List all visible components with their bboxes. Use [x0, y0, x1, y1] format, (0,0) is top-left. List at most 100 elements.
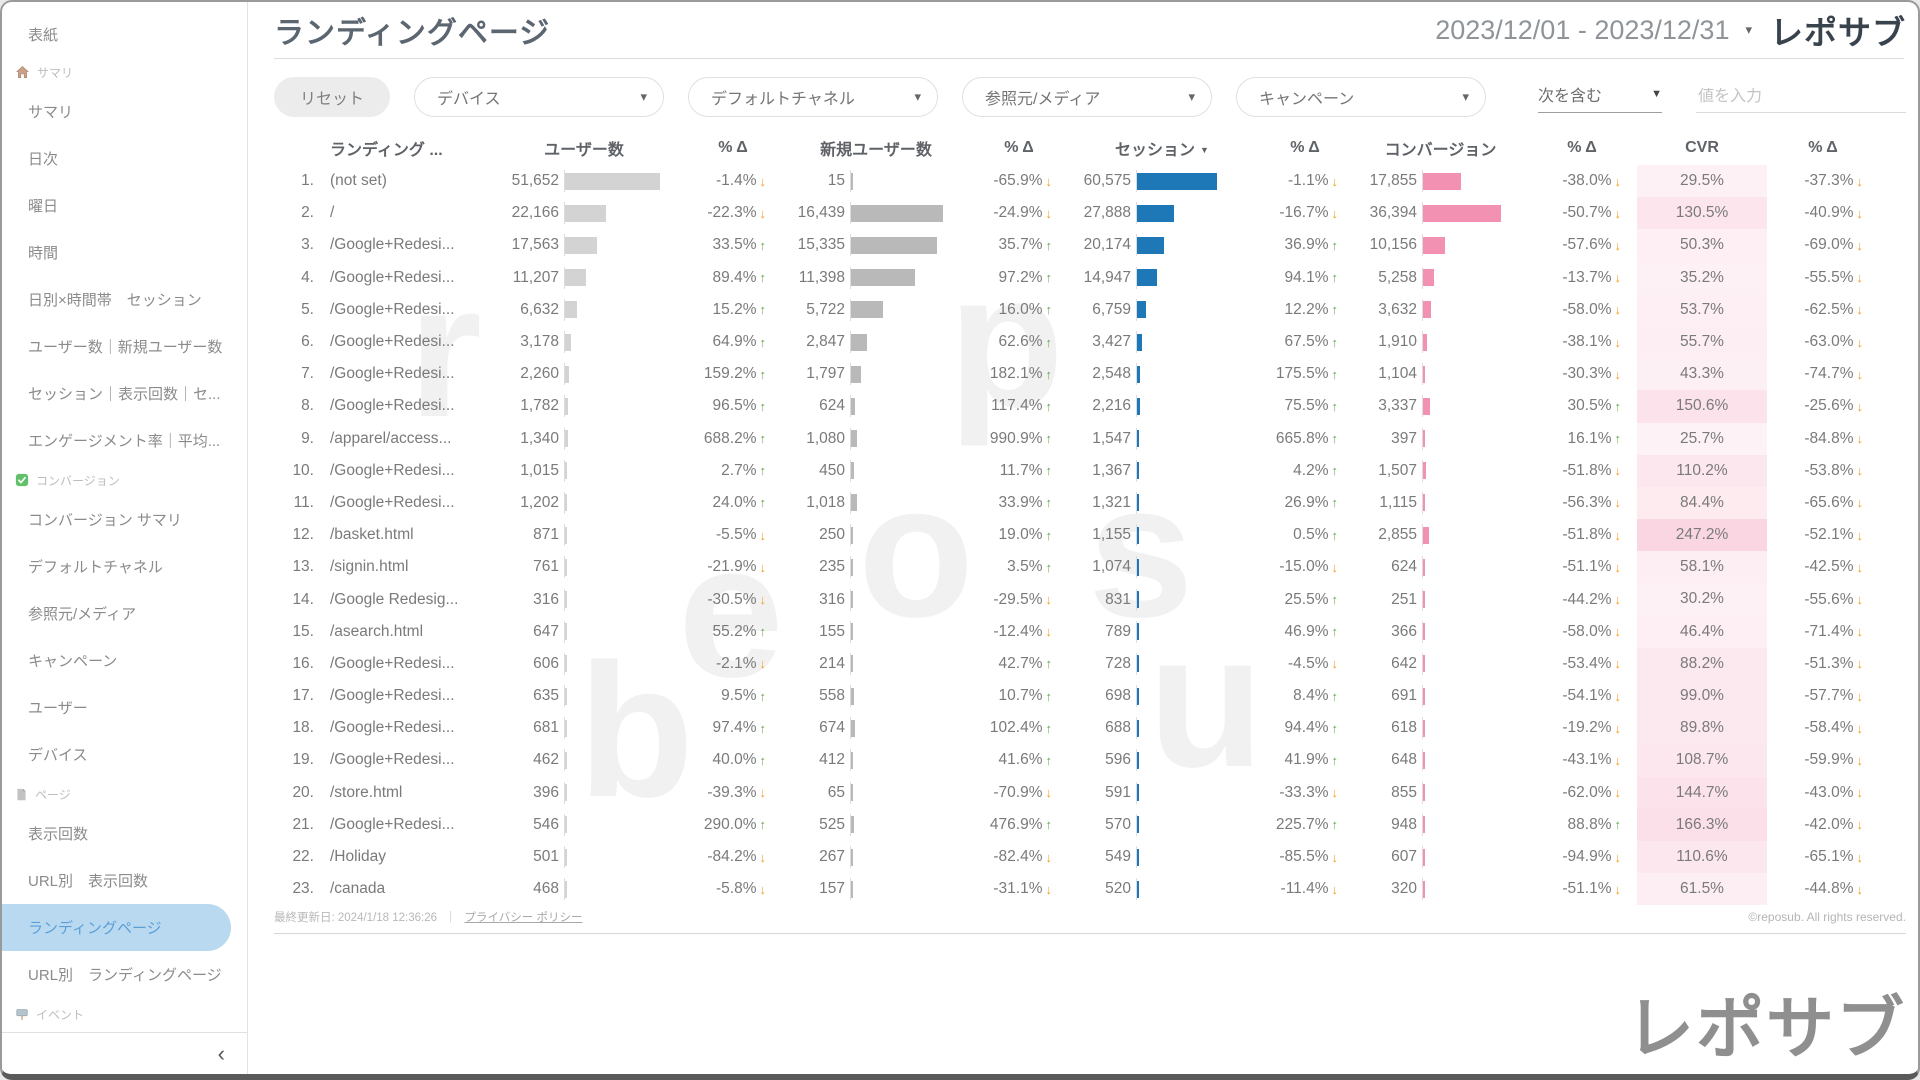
sidebar-item-0[interactable]: 表紙 — [2, 12, 247, 56]
conversions-bar — [1422, 395, 1527, 418]
sidebar-item-19[interactable]: URL別 表示回数 — [2, 857, 247, 904]
col-new-users-delta[interactable]: % Δ — [1004, 139, 1034, 156]
col-sessions[interactable]: セッション ▼ — [1115, 142, 1209, 159]
cvr-value: 58.1% — [1637, 551, 1767, 584]
sidebar-item-4[interactable]: 曜日 — [2, 182, 247, 229]
brand-logo-large: レポサブ — [1625, 991, 1906, 1067]
date-range-picker[interactable]: 2023/12/01 - 2023/12/31 ▾ — [1435, 15, 1752, 46]
cvr-delta: -63.0% ↓ — [1804, 333, 1863, 351]
conversions-value: 2,855 — [1378, 526, 1417, 544]
sessions-delta: 36.9% ↑ — [1284, 236, 1339, 254]
new-users-value: 15,335 — [797, 236, 845, 254]
conversions-delta: -19.2% ↓ — [1562, 719, 1621, 737]
up-arrow-icon: ↑ — [759, 463, 767, 479]
conversions-value: 397 — [1391, 429, 1417, 447]
filter-dropdown-default-channel[interactable]: デフォルトチャネル ▾ — [688, 77, 939, 117]
down-arrow-icon: ↓ — [1856, 881, 1864, 897]
col-users-delta[interactable]: % Δ — [718, 139, 748, 156]
conversions-value: 36,394 — [1369, 204, 1417, 222]
table-row: 16. /Google+Redesi... 606 -2.1% ↓ 214 42.7% ↑ 72… — [274, 647, 1906, 680]
filter-dropdown-campaign[interactable]: キャンペーン ▾ — [1236, 77, 1487, 117]
sessions-value: 596 — [1105, 751, 1131, 769]
new-users-delta: 10.7% ↑ — [998, 687, 1052, 705]
sidebar-item-3[interactable]: 日次 — [2, 135, 247, 182]
sidebar-item-6[interactable]: 日別×時間帯 セッション — [2, 276, 247, 323]
sign-icon — [15, 1007, 29, 1021]
sidebar-item-2[interactable]: サマリ — [2, 88, 247, 135]
up-arrow-icon: ↑ — [1045, 752, 1053, 768]
filter-value-input[interactable] — [1696, 87, 1906, 113]
users-delta: 64.9% ↑ — [712, 333, 766, 351]
sessions-bar — [1136, 363, 1256, 386]
sessions-bar — [1136, 298, 1256, 321]
cvr-delta: -40.9% ↓ — [1804, 204, 1863, 222]
new-users-value: 5,722 — [806, 300, 845, 318]
down-arrow-icon: ↓ — [1856, 752, 1864, 768]
table-row: 6. /Google+Redesi... 3,178 64.9% ↑ 2,847 62.6%… — [274, 325, 1906, 359]
sidebar-item-11[interactable]: コンバージョン サマリ — [2, 496, 247, 543]
sidebar-item-12[interactable]: デフォルトチャネル — [2, 543, 247, 590]
sidebar-collapse-button[interactable]: ‹ — [217, 1040, 225, 1066]
sidebar-item-21[interactable]: URL別 ランディングページ — [2, 951, 247, 998]
filter-dropdown-device[interactable]: デバイス ▾ — [414, 77, 665, 117]
sidebar-item-18[interactable]: 表示回数 — [2, 810, 247, 857]
cvr-delta: -74.7% ↓ — [1804, 365, 1863, 383]
new-users-delta: -24.9% ↓ — [993, 204, 1052, 222]
down-arrow-icon: ↓ — [1331, 849, 1339, 865]
privacy-policy-link[interactable]: プライバシー ポリシー — [464, 912, 583, 925]
filter-dropdown-source-media[interactable]: 参照元/メディア ▾ — [962, 77, 1213, 117]
sessions-delta: 41.9% ↑ — [1284, 751, 1338, 769]
sidebar-item-7[interactable]: ユーザー数｜新規ユーザー数 — [2, 323, 247, 370]
sidebar-item-15[interactable]: ユーザー — [2, 684, 247, 731]
col-users[interactable]: ユーザー数 — [544, 142, 624, 159]
sidebar-section-17: ページ — [2, 778, 247, 810]
row-index: 13. — [292, 558, 314, 576]
users-bar — [564, 331, 684, 354]
users-bar — [564, 170, 684, 193]
new-users-value: 214 — [819, 654, 845, 672]
conversions-value: 642 — [1391, 654, 1417, 672]
sidebar-item-9[interactable]: エンゲージメント率｜平均... — [2, 417, 247, 464]
sidebar-item-16[interactable]: デバイス — [2, 731, 247, 778]
sidebar-item-20[interactable]: ランディングページ — [2, 904, 231, 951]
cvr-delta: -58.4% ↓ — [1804, 719, 1863, 737]
users-value: 501 — [533, 848, 559, 866]
cvr-value: 144.7% — [1637, 776, 1767, 809]
conversions-delta: -30.3% ↓ — [1562, 365, 1621, 383]
down-arrow-icon: ↓ — [759, 785, 767, 801]
sidebar-label: デバイス — [28, 747, 88, 764]
cvr-delta: -53.8% ↓ — [1804, 461, 1863, 479]
up-arrow-icon: ↑ — [1331, 237, 1339, 253]
col-new-users[interactable]: 新規ユーザー数 — [820, 142, 932, 159]
up-arrow-icon: ↑ — [1045, 366, 1053, 382]
col-conversions[interactable]: コンバージョン — [1384, 142, 1497, 159]
match-type-select[interactable]: 次を含む ▼ — [1538, 82, 1662, 113]
sidebar-item-14[interactable]: キャンペーン — [2, 637, 247, 684]
sidebar-label: URL別 ランディングページ — [28, 967, 222, 984]
users-delta: -30.5% ↓ — [707, 590, 766, 608]
conversions-delta: -51.1% ↓ — [1562, 558, 1621, 576]
sidebar-item-8[interactable]: セッション｜表示回数｜セ... — [2, 370, 247, 417]
chevron-down-icon: ▾ — [914, 89, 922, 104]
table-row: 12. /basket.html 871 -5.5% ↓ 250 19.0% ↑ 1,155 0.… — [274, 519, 1906, 552]
sidebar-item-5[interactable]: 時間 — [2, 229, 247, 276]
sidebar-item-13[interactable]: 参照元/メディア — [2, 590, 247, 637]
reset-button[interactable]: リセット — [274, 77, 391, 117]
col-cvr-delta[interactable]: % Δ — [1808, 139, 1838, 156]
down-arrow-icon: ↓ — [759, 656, 767, 672]
down-arrow-icon: ↓ — [1331, 173, 1339, 189]
landing-page-value: /apparel/access... — [330, 429, 452, 447]
new-users-value: 558 — [819, 687, 845, 705]
down-arrow-icon: ↓ — [1614, 173, 1622, 189]
row-index: 9. — [301, 429, 314, 447]
col-landing-page[interactable]: ランディング ... — [330, 142, 443, 159]
col-cvr[interactable]: CVR — [1685, 139, 1719, 156]
users-value: 11,207 — [512, 268, 559, 286]
col-sessions-delta[interactable]: % Δ — [1290, 139, 1320, 156]
new-users-delta: 41.6% ↑ — [998, 751, 1053, 769]
sessions-bar — [1136, 459, 1256, 482]
row-index: 23. — [292, 880, 314, 898]
down-arrow-icon: ↓ — [1614, 270, 1622, 286]
sidebar-section-1: サマリ — [2, 56, 247, 88]
col-conversions-delta[interactable]: % Δ — [1567, 139, 1597, 156]
